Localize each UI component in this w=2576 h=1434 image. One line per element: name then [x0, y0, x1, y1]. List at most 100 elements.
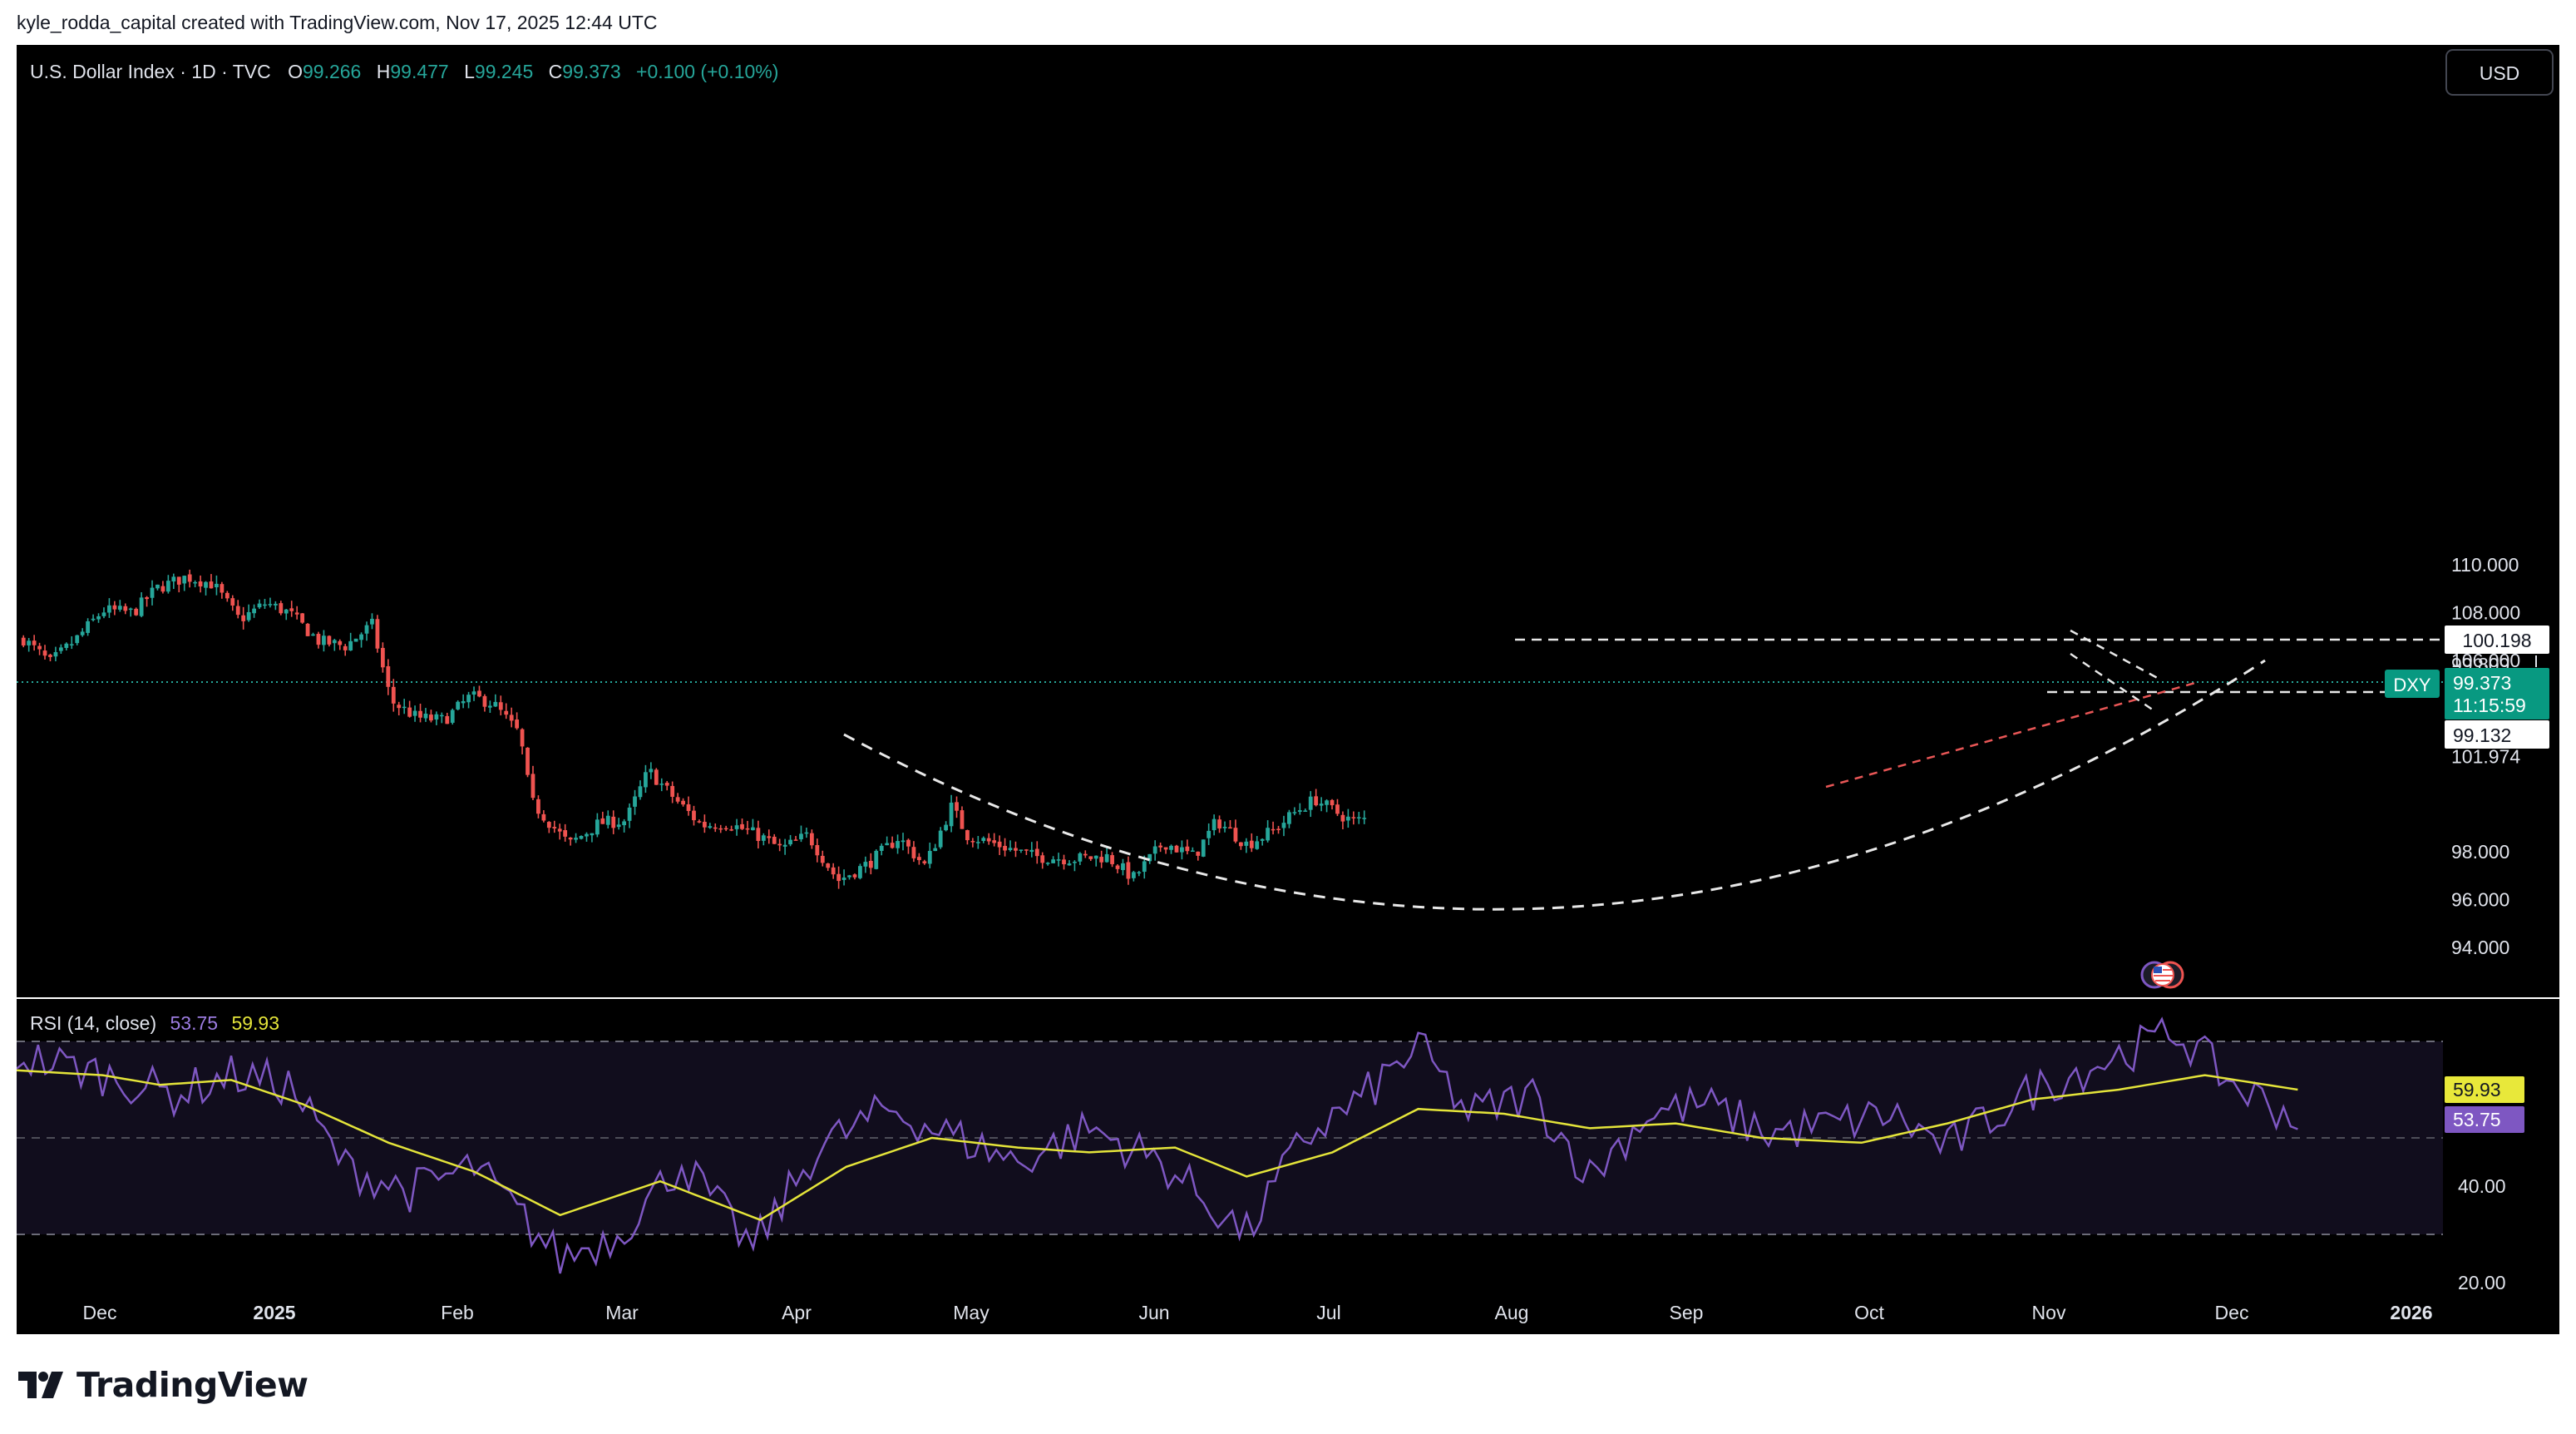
rising-trendline — [1825, 681, 2196, 789]
candle — [970, 838, 975, 848]
candle — [681, 798, 685, 807]
candle — [160, 581, 165, 594]
candle — [504, 703, 509, 719]
price-tick-label: 98.000 — [2451, 841, 2509, 863]
candle — [198, 575, 203, 593]
candle — [595, 813, 600, 838]
candle — [1319, 797, 1324, 812]
candle — [718, 824, 723, 833]
candle — [992, 833, 997, 847]
candle — [852, 873, 857, 880]
candle — [1308, 791, 1313, 818]
time-tick-label: May — [953, 1302, 989, 1323]
candle — [1297, 803, 1302, 815]
flag-upper-line — [2070, 629, 2163, 682]
attribution-text: kyle_rodda_capital created with TradingV… — [17, 12, 658, 33]
legend-low: 99.245 — [475, 61, 533, 82]
rsi-axis[interactable]: 40.00 20.00 — [2458, 1175, 2506, 1293]
candle — [782, 838, 787, 855]
candle — [911, 841, 916, 863]
candle — [429, 710, 433, 723]
tradingview-brand-text: TradingView — [76, 1365, 308, 1405]
candle — [1201, 839, 1206, 858]
candle — [343, 644, 348, 656]
candle — [171, 573, 176, 590]
candle — [375, 615, 380, 653]
candle — [1196, 851, 1201, 861]
candle — [1238, 842, 1243, 850]
candle — [305, 623, 310, 636]
resistance-tag-text: 100.198 — [2462, 630, 2531, 651]
candle — [1137, 871, 1142, 877]
candle — [1255, 836, 1260, 850]
rounding-bottom-curve — [843, 659, 2266, 911]
candle — [723, 825, 728, 832]
candle — [879, 843, 884, 856]
price-chart[interactable]: U.S. Dollar Index · 1D · TVC O99.266 H99… — [17, 45, 2559, 1334]
currency-button[interactable] — [2445, 49, 2554, 96]
resistance-tag — [2445, 626, 2549, 654]
candle — [1121, 858, 1125, 876]
candle — [1073, 860, 1077, 872]
candle — [922, 859, 927, 865]
price-axis[interactable]: 110.000108.000106.000104.000101.97498.00… — [2451, 554, 2520, 958]
candle — [574, 833, 578, 843]
candle — [439, 712, 444, 724]
event-badges[interactable] — [2140, 961, 2184, 989]
legend-open-label: O — [288, 61, 303, 82]
candle — [1249, 833, 1254, 853]
time-tick-label: Dec — [83, 1302, 117, 1323]
candle — [649, 762, 654, 779]
candle — [176, 576, 181, 593]
chart-frame[interactable]: U.S. Dollar Index · 1D · TVC O99.266 H99… — [17, 45, 2559, 1334]
candle — [659, 778, 664, 792]
rsi-ma-tag — [2445, 1076, 2524, 1103]
candle — [155, 584, 160, 591]
time-tick-label: Oct — [1854, 1302, 1884, 1323]
candle — [80, 628, 85, 637]
time-axis[interactable]: Dec 2025 Feb Mar Apr May Jun Jul Aug Sep Oct Nov Dec… — [83, 1302, 2433, 1323]
candle — [252, 604, 256, 618]
candle — [1078, 852, 1083, 866]
candle — [353, 638, 358, 642]
candle — [965, 829, 970, 845]
candle — [1271, 821, 1276, 835]
candle — [938, 827, 943, 849]
candle — [611, 810, 616, 834]
candle — [412, 705, 417, 722]
rsi-legend-label: RSI (14, close) — [30, 1012, 156, 1034]
candle — [1169, 844, 1173, 854]
time-tick-label: Sep — [1670, 1302, 1704, 1323]
candle — [944, 821, 949, 832]
rsi-tag — [2445, 1106, 2524, 1133]
candle — [1126, 856, 1131, 885]
candle — [1045, 862, 1050, 866]
time-tick-label: Nov — [2032, 1302, 2066, 1323]
candle — [42, 645, 47, 660]
flag-lower-line — [2070, 652, 2154, 712]
candle — [955, 796, 959, 818]
candle — [644, 764, 648, 794]
candle — [751, 818, 755, 831]
candle — [675, 793, 680, 804]
candle — [482, 694, 487, 712]
time-tick-label: Apr — [782, 1302, 812, 1323]
candle — [713, 823, 718, 833]
candle — [359, 632, 363, 648]
candle — [91, 614, 96, 622]
candle — [1024, 848, 1029, 855]
tradingview-brand[interactable]: TradingView — [18, 1364, 308, 1406]
candle — [193, 580, 198, 588]
candle — [37, 642, 42, 655]
candle — [820, 850, 825, 867]
candle — [509, 707, 514, 728]
candle — [777, 838, 782, 852]
time-tick-label: Jun — [1138, 1302, 1169, 1323]
legend-close: 99.373 — [562, 61, 620, 82]
candle — [1062, 854, 1066, 870]
candle — [890, 836, 895, 849]
candle — [209, 574, 214, 589]
currency-button-label[interactable]: USD — [2480, 62, 2520, 84]
candle — [568, 837, 573, 846]
candle — [1335, 799, 1340, 817]
